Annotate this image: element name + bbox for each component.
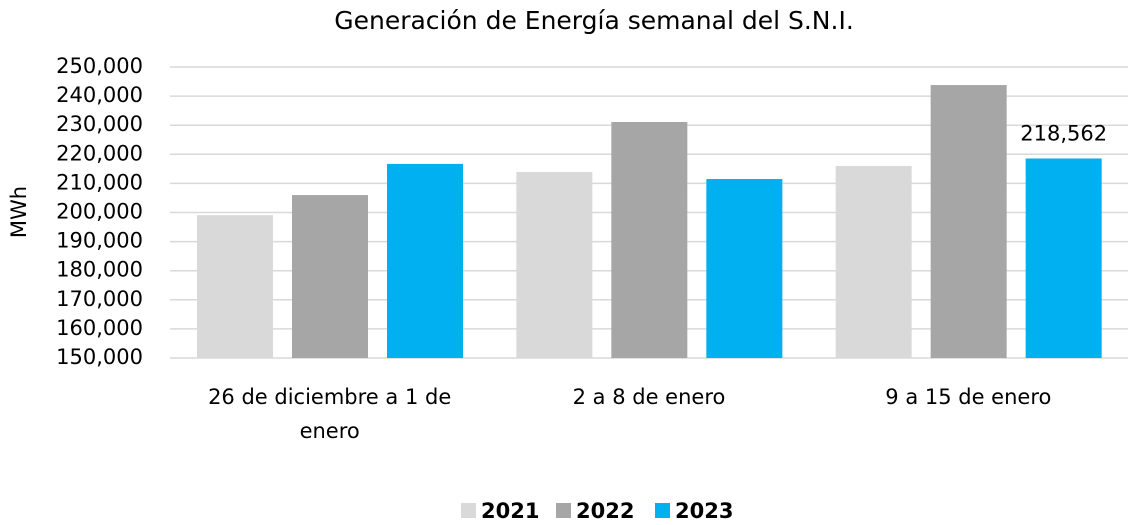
y-tick-label: 160,000 — [56, 316, 143, 340]
x-tick-label: 26 de diciembre a 1 de enero — [208, 385, 452, 443]
x-tick-label: 2 a 8 de enero — [572, 385, 726, 409]
y-tick-label: 190,000 — [56, 229, 143, 253]
y-tick-label: 180,000 — [56, 258, 143, 282]
bar — [197, 215, 273, 358]
bar — [292, 195, 368, 358]
y-tick-label: 240,000 — [56, 83, 143, 107]
bar — [1025, 158, 1102, 358]
legend-swatch — [556, 503, 571, 518]
bar — [387, 163, 463, 358]
y-axis-label: MWh — [7, 186, 31, 238]
data-label: 218,562 — [1020, 121, 1107, 145]
legend-label: 2021 — [481, 499, 539, 523]
y-tick-label: 210,000 — [56, 170, 143, 194]
bar — [706, 179, 783, 358]
legend-swatch — [461, 503, 476, 518]
y-tick-label: 220,000 — [56, 141, 143, 165]
bar — [516, 172, 593, 358]
bar — [835, 165, 912, 358]
y-tick-label: 230,000 — [56, 112, 143, 136]
bar — [611, 121, 688, 359]
y-tick-label: 200,000 — [56, 200, 143, 224]
chart-title: Generación de Energía semanal del S.N.I. — [334, 6, 854, 35]
bar — [930, 85, 1007, 359]
legend-label: 2023 — [675, 499, 733, 523]
y-tick-label: 150,000 — [56, 345, 143, 369]
legend-swatch — [655, 503, 670, 518]
y-tick-label: 250,000 — [56, 54, 143, 78]
x-tick-label: 9 a 15 de enero — [885, 385, 1052, 409]
y-tick-label: 170,000 — [56, 287, 143, 311]
legend-label: 2022 — [576, 499, 634, 523]
